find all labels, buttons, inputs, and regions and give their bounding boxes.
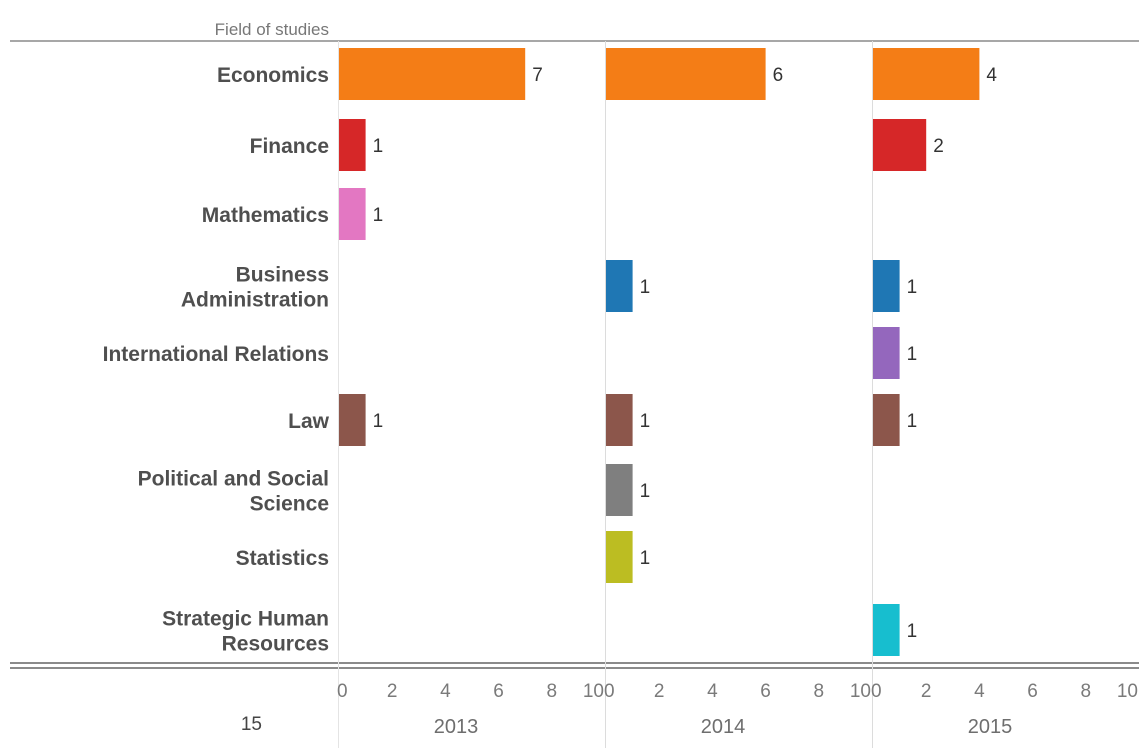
x-tick-label: 8 [814, 681, 825, 702]
x-tick-label: 0 [604, 681, 615, 702]
bar-value-label: 7 [532, 65, 543, 86]
category-label: Mathematics [202, 204, 329, 227]
bar [339, 188, 366, 240]
category-label: Finance [250, 135, 329, 158]
x-tick-label: 6 [493, 681, 504, 702]
bar-value-label: 1 [640, 548, 651, 569]
bar-value-label: 1 [907, 621, 918, 642]
bar-value-label: 2 [933, 136, 944, 157]
x-tick-label: 8 [547, 681, 558, 702]
x-tick-label: 4 [974, 681, 985, 702]
bar [606, 260, 633, 312]
bar [873, 394, 900, 446]
bar [873, 604, 900, 656]
bar-value-label: 4 [986, 65, 997, 86]
bar [873, 48, 980, 100]
x-tick-label: 2 [921, 681, 932, 702]
bar [606, 394, 633, 446]
bar-value-label: 1 [640, 277, 651, 298]
bar-value-label: 1 [373, 411, 384, 432]
category-label: Strategic Human Resources [162, 608, 329, 656]
bar [873, 119, 927, 171]
field-of-studies-header: Field of studies [215, 20, 329, 39]
x-tick-label: 2 [654, 681, 665, 702]
category-label: Political and Social Science [138, 468, 329, 516]
x-tick-label: 8 [1081, 681, 1092, 702]
bar [873, 327, 900, 379]
bar-value-label: 1 [373, 136, 384, 157]
bar [606, 531, 633, 583]
category-label: Law [288, 410, 330, 433]
x-tick-label: 10 [850, 681, 871, 702]
page-number: 15 [241, 714, 262, 735]
panel-year-label: 2013 [434, 716, 479, 738]
bar [606, 48, 766, 100]
x-tick-label: 0 [871, 681, 882, 702]
panel-year-label: 2015 [968, 716, 1013, 738]
x-tick-label: 10 [583, 681, 604, 702]
category-label: Statistics [236, 547, 329, 570]
bar [873, 260, 900, 312]
x-tick-label: 2 [387, 681, 398, 702]
x-tick-label: 10 [1117, 681, 1138, 702]
category-label: International Relations [103, 343, 329, 366]
x-tick-label: 0 [337, 681, 348, 702]
bar-value-label: 1 [640, 411, 651, 432]
bar [606, 464, 633, 516]
chart-frame [10, 40, 1139, 669]
bar-value-label: 1 [907, 344, 918, 365]
x-tick-label: 4 [707, 681, 718, 702]
panel-year-label: 2014 [701, 716, 746, 738]
x-tick-label: 4 [440, 681, 451, 702]
bar [339, 119, 366, 171]
bar-value-label: 1 [907, 411, 918, 432]
bar-value-label: 1 [373, 205, 384, 226]
bar-value-label: 1 [907, 277, 918, 298]
bar [339, 48, 526, 100]
bar [339, 394, 366, 446]
x-tick-label: 6 [760, 681, 771, 702]
bar-value-label: 6 [773, 65, 784, 86]
x-tick-label: 6 [1027, 681, 1038, 702]
bar-value-label: 1 [640, 481, 651, 502]
category-label: Economics [217, 64, 329, 87]
category-label: Business Administration [181, 264, 329, 312]
category-labels: Economics Finance Mathematics Business Admin… [103, 64, 330, 656]
